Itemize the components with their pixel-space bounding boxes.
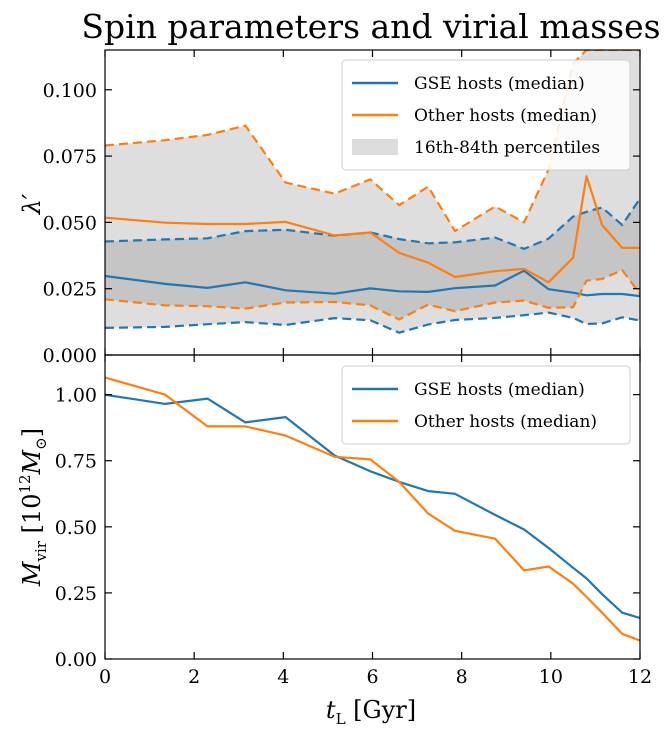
- bottom-legend-box: [341, 365, 631, 445]
- top-legend-swatch: [352, 139, 398, 155]
- bottom-legend: GSE hosts (median) Other hosts (median): [341, 365, 631, 445]
- chart-title: Spin parameters and virial masses: [81, 7, 660, 46]
- top-legend-label: Other hosts (median): [414, 106, 597, 126]
- bottom-legend-label: GSE hosts (median): [414, 380, 585, 400]
- top-legend-box: [341, 59, 631, 171]
- other-84th-percentile-line: [105, 50, 640, 233]
- x-tick-label: 12: [628, 666, 652, 688]
- top-y-tick-label: 0.050: [43, 212, 97, 234]
- other-hosts-median-line: [105, 175, 640, 284]
- x-tick-label: 8: [456, 666, 468, 688]
- top-percentile-bands: [105, 50, 640, 333]
- x-tick-label: 6: [366, 666, 378, 688]
- top-y-axis-label: λ′: [18, 193, 46, 215]
- top-y-tick-label: 0.100: [43, 80, 97, 102]
- bottom-series-lines: [105, 376, 640, 642]
- top-y-tick-label: 0.025: [43, 279, 97, 301]
- top-legend-label: 16th-84th percentiles: [414, 138, 600, 158]
- gse-16th-percentile-line: [105, 311, 640, 334]
- x-axis-label: tL [Gyr]: [326, 696, 416, 728]
- bottom-legend-label: Other hosts (median): [414, 412, 597, 432]
- top-y-tick-label: 0.000: [43, 345, 97, 367]
- bottom-y-tick-label: 0.50: [55, 517, 97, 539]
- top-axes: 0.000 0.025 0.050 0.075 0.100: [43, 49, 641, 367]
- bottom-other-hosts-median-line: [105, 376, 640, 642]
- top-legend-label: GSE hosts (median): [414, 74, 585, 94]
- top-legend: GSE hosts (median) Other hosts (median) 16…: [341, 59, 631, 171]
- bottom-axes: 0.00 0.25 0.50 0.75 1.00 0 2 4 6 8 10 12: [55, 354, 652, 688]
- x-tick-label: 4: [277, 666, 289, 688]
- top-series-lines: [105, 50, 640, 334]
- x-tick-label: 10: [539, 666, 563, 688]
- other-percentile-band: [105, 50, 640, 320]
- bottom-y-axis-label: Mvir [1012M⊙]: [16, 428, 50, 587]
- gse-84th-percentile-line: [105, 197, 640, 250]
- x-tick-label: 0: [99, 666, 111, 688]
- x-tick-label: 2: [188, 666, 200, 688]
- bottom-y-tick-label: 1.00: [55, 385, 97, 407]
- bottom-y-tick-label: 0.00: [55, 649, 97, 671]
- bottom-gse-hosts-median-line: [105, 393, 640, 620]
- gse-percentile-band: [105, 198, 640, 333]
- bottom-y-tick-label: 0.25: [55, 583, 97, 605]
- other-16th-percentile-line: [105, 269, 640, 321]
- top-y-tick-label: 0.075: [43, 146, 97, 168]
- bottom-y-tick-label: 0.75: [55, 451, 97, 473]
- gse-hosts-median-line: [105, 269, 640, 298]
